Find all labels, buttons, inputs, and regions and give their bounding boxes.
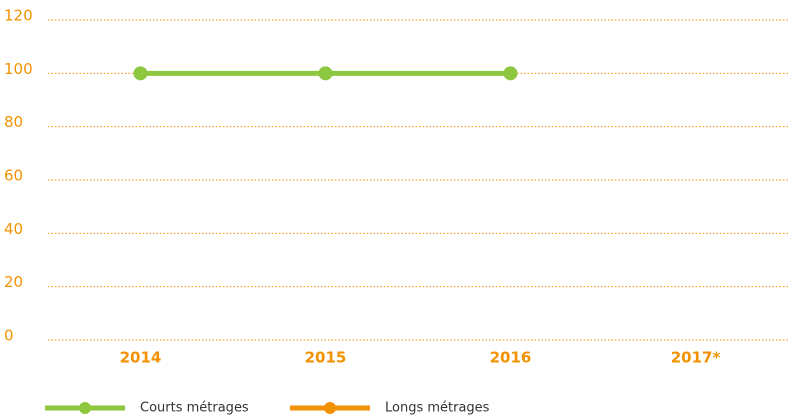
legend-dot bbox=[79, 402, 91, 414]
y-tick-label: 60 bbox=[4, 167, 23, 185]
legend-label: Longs métrages bbox=[385, 401, 490, 416]
x-tick-label: 2016 bbox=[490, 349, 532, 367]
y-tick-label: 0 bbox=[4, 327, 14, 345]
legend-dot bbox=[324, 402, 336, 414]
y-tick-label: 120 bbox=[4, 7, 33, 25]
y-tick-label: 100 bbox=[4, 60, 33, 78]
point bbox=[503, 66, 518, 81]
legend-label: Courts métrages bbox=[140, 401, 249, 416]
x-tick-label: 2017* bbox=[671, 349, 721, 367]
point bbox=[133, 66, 148, 81]
y-tick-label: 40 bbox=[4, 220, 23, 238]
point bbox=[318, 66, 333, 81]
y-tick-label: 80 bbox=[4, 113, 23, 131]
y-tick-label: 20 bbox=[4, 273, 23, 291]
x-tick-label: 2015 bbox=[305, 349, 347, 367]
x-tick-label: 2014 bbox=[120, 349, 162, 367]
